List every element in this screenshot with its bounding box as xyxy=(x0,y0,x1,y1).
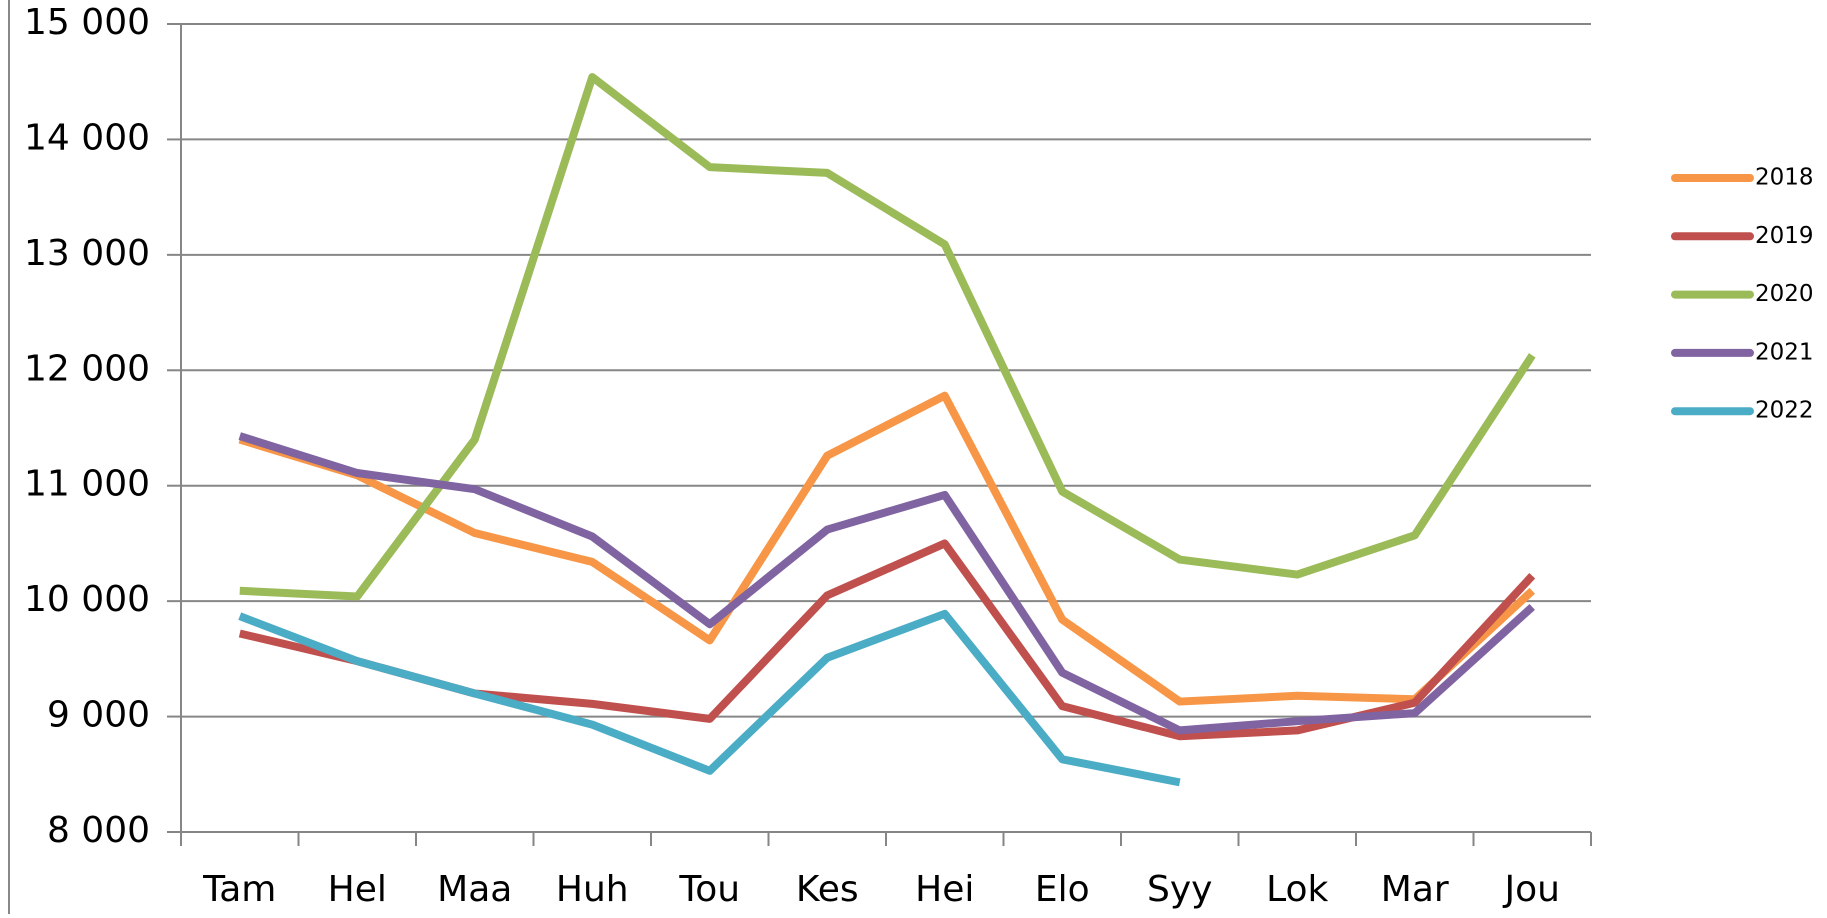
x-tick-label: Huh xyxy=(556,869,629,910)
x-tick-label: Elo xyxy=(1035,869,1090,910)
x-tick-label: Tam xyxy=(202,869,276,910)
y-tick-label: 9 000 xyxy=(47,695,150,736)
legend-label: 2020 xyxy=(1755,281,1814,307)
x-tick-label: Hel xyxy=(328,869,387,910)
legend-label: 2021 xyxy=(1755,339,1814,365)
x-tick-label: Hei xyxy=(915,869,974,910)
x-tick-label: Maa xyxy=(437,869,512,910)
y-tick-label: 15 000 xyxy=(24,2,150,43)
y-tick-label: 12 000 xyxy=(24,348,150,389)
legend-label: 2018 xyxy=(1755,165,1814,191)
series-line xyxy=(239,73,1536,601)
x-tick-label: Syy xyxy=(1147,869,1212,910)
x-tick-label: Tou xyxy=(678,869,740,910)
series-line xyxy=(238,609,1181,787)
y-tick-label: 14 000 xyxy=(24,117,150,158)
y-tick-label: 10 000 xyxy=(24,579,150,620)
x-tick-label: Mar xyxy=(1381,869,1449,910)
x-tick-label: Kes xyxy=(796,869,859,910)
x-tick-label: Jou xyxy=(1503,869,1560,910)
series-line xyxy=(238,391,1535,706)
y-tick-label: 11 000 xyxy=(24,464,150,505)
legend-label: 2022 xyxy=(1755,398,1814,424)
x-tick-label: Lok xyxy=(1266,869,1328,910)
series-line xyxy=(238,432,1535,735)
y-tick-label: 8 000 xyxy=(47,810,150,851)
y-tick-label: 13 000 xyxy=(24,233,150,274)
legend-label: 2019 xyxy=(1755,223,1814,249)
